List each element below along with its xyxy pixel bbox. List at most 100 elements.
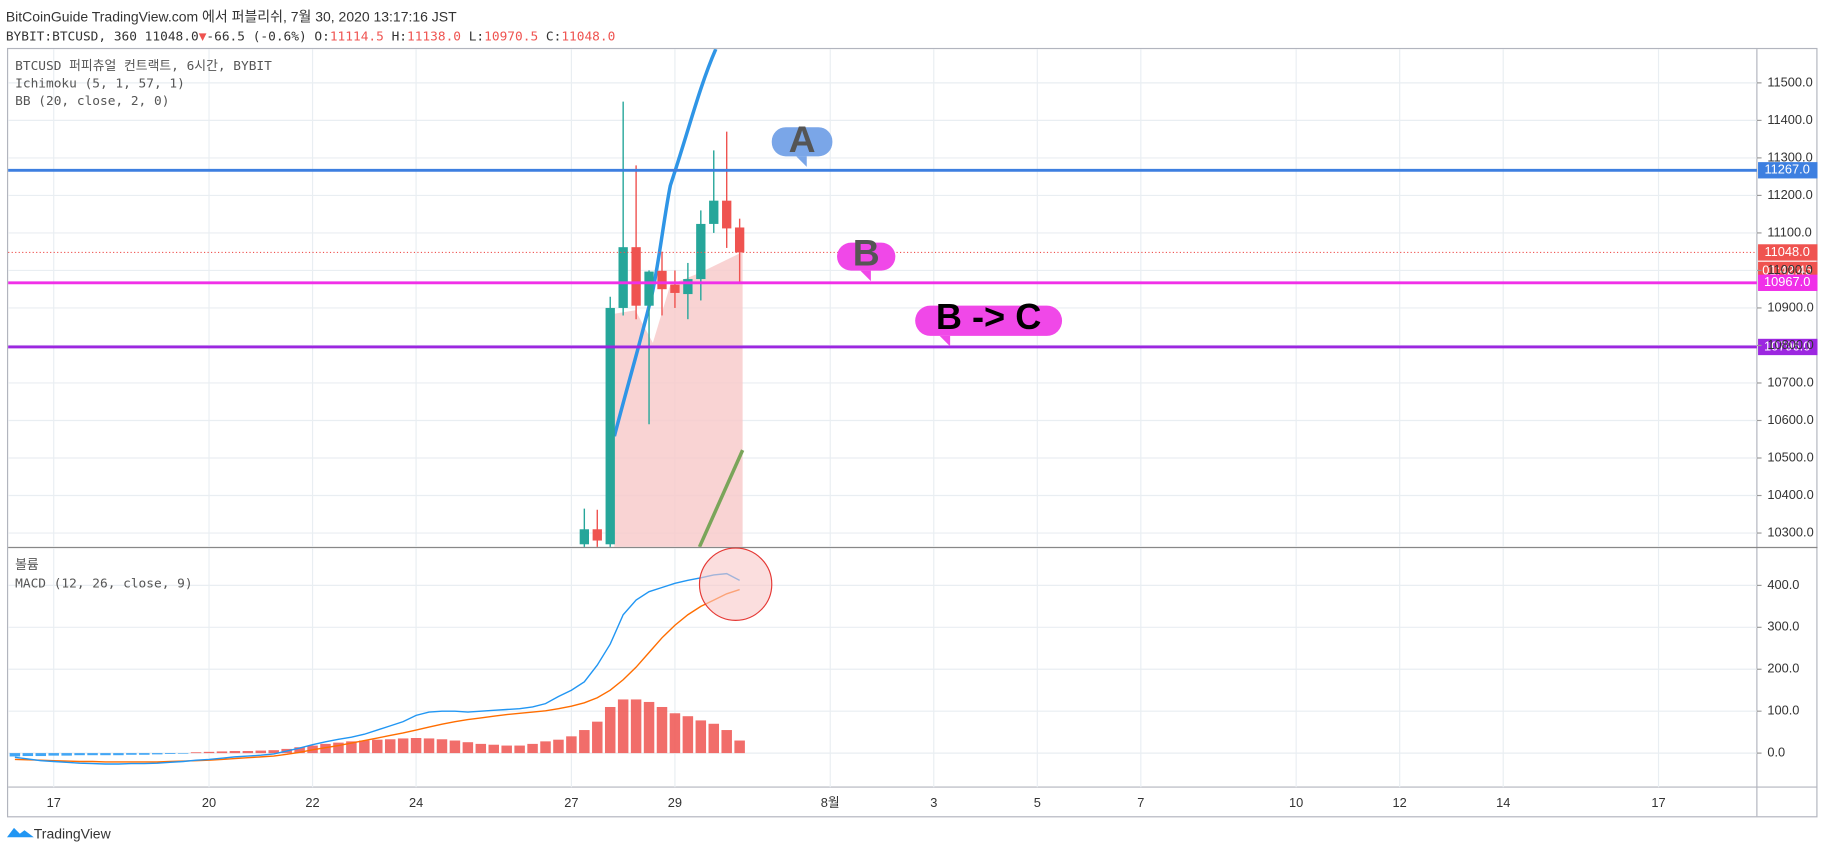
annotation: A (789, 118, 816, 160)
x-tick-label: 3 (930, 795, 937, 810)
macd-histogram-bar (656, 706, 668, 754)
bb-upper (612, 49, 718, 437)
y-tick-label: 10300.0 (1767, 524, 1813, 539)
macd-histogram-bar (255, 750, 267, 754)
x-tick-label: 10 (1289, 795, 1303, 810)
macd-histogram-bar (488, 744, 499, 754)
macd-histogram-bar (462, 742, 474, 754)
macd-histogram-bar (579, 730, 590, 754)
y-tick-label: 11100.0 (1767, 224, 1811, 239)
macd-histogram-bar (643, 701, 655, 754)
macd-histogram-bar (397, 738, 409, 754)
macd-histogram-bar (514, 745, 525, 754)
macd-histogram-bar (216, 751, 228, 754)
macd-histogram-bar (48, 753, 59, 756)
h: 11138.0 (407, 29, 461, 44)
candle-body (618, 247, 628, 308)
x-tick-label: 12 (1393, 795, 1407, 810)
macd-histogram-bar (100, 753, 111, 756)
macd-histogram-bar (734, 740, 745, 754)
candle-body (683, 279, 693, 295)
annotation-bubble (771, 127, 833, 157)
legend-item: BB (20, close, 2, 0) (15, 94, 169, 109)
y-tick-label: 11500.0 (1767, 74, 1812, 89)
price-tag (1758, 244, 1818, 261)
macd-histogram-bar (540, 741, 551, 754)
o-label: O: (314, 29, 329, 44)
price-tag (1758, 274, 1818, 291)
l: 10970.5 (484, 29, 538, 44)
x-tick-label: 14 (1496, 795, 1510, 810)
macd-histogram-bar (320, 743, 331, 754)
bubble-tail (939, 335, 951, 347)
price-tag (1758, 162, 1818, 179)
x-tick-label: 29 (668, 795, 682, 810)
header-ohlc: BYBIT:BTCUSD, 360 11048.0▼-66.5 (-0.6%) … (6, 29, 615, 44)
x-tick-label: 17 (1651, 795, 1665, 810)
candle-body (734, 227, 745, 253)
price-tag (1758, 338, 1818, 356)
macd-histogram-bar (74, 753, 85, 756)
candle-body (670, 284, 680, 293)
x-tick-label: 20 (202, 795, 216, 810)
candle-body (631, 247, 641, 306)
macd-histogram-bar (333, 742, 344, 754)
candle-body (696, 223, 706, 280)
macd-histogram-bar (9, 753, 21, 757)
x-tick-label: 8월 (821, 795, 840, 810)
legend-item: BTCUSD 퍼피츄얼 컨트랙트, 6시간, BYBIT (15, 59, 272, 74)
macd-histogram-bar (203, 751, 215, 754)
macd-histogram-bar (682, 716, 694, 754)
frame (6, 47, 1818, 818)
arrow: ▼ (199, 29, 207, 44)
x-tick-label: 27 (564, 795, 578, 810)
macd-histogram-bar (566, 736, 577, 754)
y-tick-label: 0.0 (1767, 744, 1785, 759)
candle-body (644, 271, 654, 306)
change: -66.5 (-0.6%) (206, 29, 306, 44)
candle-body (722, 200, 732, 229)
highlight-circle (698, 547, 773, 621)
macd-histogram-bar (475, 743, 487, 754)
macd-histogram-bar (721, 730, 732, 754)
annotation: B -> C (936, 296, 1041, 337)
candle-body (657, 270, 667, 290)
macd-histogram-bar (617, 699, 629, 754)
macd-histogram-bar (190, 752, 202, 754)
annotation: B (853, 231, 880, 273)
macd-histogram-bar (126, 753, 137, 755)
macd-histogram-bar (436, 739, 448, 754)
o: 11114.5 (330, 29, 384, 44)
x-tick-label: 5 (1034, 795, 1041, 810)
macd-histogram-bar (592, 721, 603, 754)
macd-histogram-bar (346, 741, 357, 754)
macd-histogram-bar (708, 723, 720, 754)
y-tick-label: 400.0 (1767, 577, 1799, 592)
legend-item: Ichimoku (5, 1, 57, 1) (15, 77, 185, 92)
c: 11048.0 (561, 29, 615, 44)
price-tag-label: 11048.0 (1765, 244, 1810, 259)
y-tick-label: 11200.0 (1767, 187, 1812, 202)
x-tick-label: 24 (409, 795, 423, 810)
macd-histogram-bar (35, 753, 47, 757)
h-label: H: (392, 29, 407, 44)
macd-histogram-bar (695, 720, 707, 754)
candle-body (709, 200, 719, 224)
macd-histogram-bar (410, 738, 422, 754)
macd-histogram-bar (61, 753, 72, 756)
macd-histogram-bar (229, 751, 241, 754)
x-tick-label: 22 (305, 795, 319, 810)
cloud-fill (614, 251, 743, 547)
x-tick-label: 7 (1137, 795, 1144, 810)
macd-histogram-bar (87, 753, 98, 756)
footer: TradingView (34, 826, 112, 842)
y-tick-label: 10900.0 (1767, 299, 1813, 314)
y-tick-label: 11400.0 (1767, 112, 1812, 127)
signal-line (14, 588, 740, 763)
price-tag-label: 11267.0 (1765, 162, 1810, 177)
macd-histogram-bar (139, 753, 150, 755)
macd-histogram-bar (164, 753, 176, 754)
candle-body (592, 529, 602, 541)
header-title: BitCoinGuide TradingView.com 에서 퍼블리쉬, 7월… (6, 8, 457, 24)
